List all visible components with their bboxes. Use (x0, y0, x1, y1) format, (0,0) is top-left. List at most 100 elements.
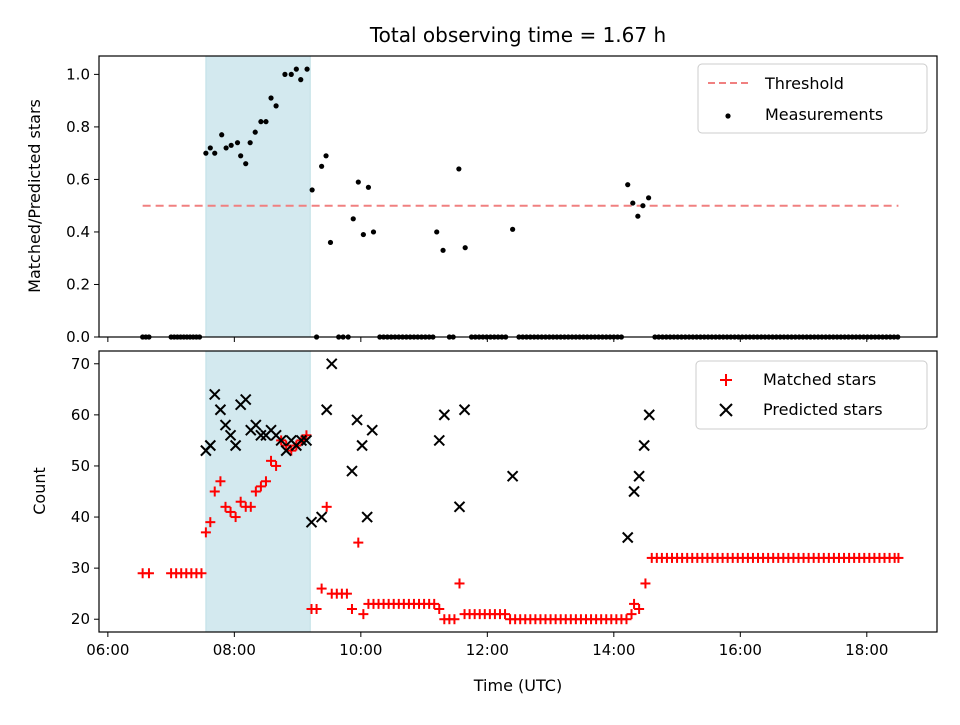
measurement-point (219, 132, 225, 138)
predicted-stars-point (315, 511, 328, 523)
matched-stars-point (626, 609, 637, 620)
predicted-stars-point (214, 404, 227, 416)
matched-stars-point (266, 455, 277, 466)
predicted-stars-point (506, 470, 519, 482)
matched-stars-point (301, 430, 312, 441)
predicted-stars-point (240, 393, 252, 406)
y-tick-label: 40 (71, 508, 90, 526)
matched-stars-point (255, 481, 266, 492)
y-tick-label: 70 (71, 355, 90, 373)
measurement-point (273, 103, 279, 109)
measurement-point (252, 129, 258, 135)
y-tick-label: 30 (71, 559, 90, 577)
measurement-point (434, 229, 440, 235)
measurement-point (304, 66, 310, 72)
measurement-point (238, 153, 244, 159)
predicted-stars-point (628, 485, 640, 498)
x-tick-label: 14:00 (592, 641, 635, 659)
legend-measurements-label: Measurements (765, 105, 883, 124)
x-tick-label: 10:00 (339, 641, 382, 659)
predicted-stars-point (351, 414, 363, 426)
measurement-point (243, 161, 249, 167)
predicted-stars-point (366, 424, 378, 436)
predicted-stars-point (438, 409, 451, 421)
predicted-stars-point (638, 439, 650, 452)
matched-stars-point (321, 501, 332, 512)
measurement-point (282, 71, 288, 77)
measurement-point (323, 153, 329, 159)
measurement-point (268, 95, 274, 101)
predicted-stars-point (255, 429, 267, 442)
bottom-legend-frame (695, 360, 928, 430)
matched-stars-point (346, 604, 357, 615)
matched-stars-point (429, 598, 440, 609)
measurement-point (319, 163, 325, 169)
matched-stars-point (209, 486, 220, 497)
matched-stars-point (341, 588, 352, 599)
measurement-point (370, 229, 377, 235)
top-y-axis: 0.0 0.2 0.4 0.6 0.8 1.0 (66, 65, 99, 346)
measurement-point (298, 77, 304, 83)
matched-stars-point (225, 506, 236, 517)
x-tick-label: 06:00 (86, 641, 129, 659)
measurement-point (462, 245, 468, 251)
measurement-point (223, 145, 229, 151)
y-tick-label: 20 (71, 610, 90, 628)
predicted-stars-point (643, 409, 655, 421)
bottom-y-axis: 20 30 40 50 60 70 (71, 355, 99, 628)
matched-stars-point (358, 609, 369, 620)
y-tick-label: 1.0 (66, 65, 90, 83)
x-tick-label: 08:00 (213, 641, 256, 659)
measurement-point (228, 142, 234, 148)
bottom-plot-frame (98, 350, 938, 633)
measurement-point (212, 150, 218, 156)
y-tick-label: 50 (71, 457, 90, 475)
y-tick-label: 0.6 (66, 170, 90, 188)
predicted-stars-point (295, 434, 308, 447)
bottom-x-axis: 06:00 08:00 10:00 12:00 14:00 16:00 18:00 (86, 632, 888, 659)
predicted-stars-point (326, 358, 338, 370)
predicted-stars-point (356, 439, 368, 452)
matched-stars-point (220, 501, 231, 512)
matched-stars-point (434, 604, 445, 615)
measurement-point (247, 140, 253, 146)
legend-predicted-label: Predicted stars (763, 400, 883, 419)
predicted-stars-point (250, 419, 262, 431)
predicted-stars-point (300, 434, 313, 447)
y-tick-label: 0.8 (66, 118, 90, 136)
matched-stars-point (316, 583, 327, 594)
matched-stars-point (281, 440, 292, 451)
highlight-span-rect (205, 55, 311, 338)
matched-stars-point (449, 614, 460, 625)
measurement-point (360, 231, 366, 238)
legend-threshold-label: Threshold (764, 74, 844, 93)
highlight-span-top (205, 55, 311, 338)
matched-stars-point (454, 578, 465, 589)
matched-stars-point (500, 609, 511, 620)
matched-stars-point (629, 598, 640, 609)
predicted-stars-point (433, 434, 445, 447)
matched-stars-point (353, 537, 364, 548)
measurement-point (203, 150, 209, 156)
predicted-stars-point (622, 531, 634, 544)
matched-stars-point (250, 486, 261, 497)
matched-stars-point (311, 604, 322, 615)
legend-matched-swatch (720, 374, 732, 386)
measurement-point (207, 145, 213, 151)
predicted-stars-point (204, 439, 217, 452)
measurement-point (440, 247, 446, 253)
predicted-stars-point (229, 439, 242, 452)
predicted-stars-point (305, 516, 318, 528)
measurement-point (327, 239, 334, 246)
matched-stars-point (215, 476, 226, 487)
measurement-point (293, 66, 299, 72)
top-x-ticks (107, 337, 868, 342)
measurement-point (355, 179, 361, 185)
measurement-point (309, 187, 315, 193)
bottom-legend: Matched stars Predicted stars (695, 360, 928, 430)
matched-stars-point (230, 512, 241, 523)
x-axis-label: Time (UTC) (473, 676, 562, 695)
x-tick-label: 12:00 (466, 641, 509, 659)
matched-stars-point (205, 517, 216, 528)
